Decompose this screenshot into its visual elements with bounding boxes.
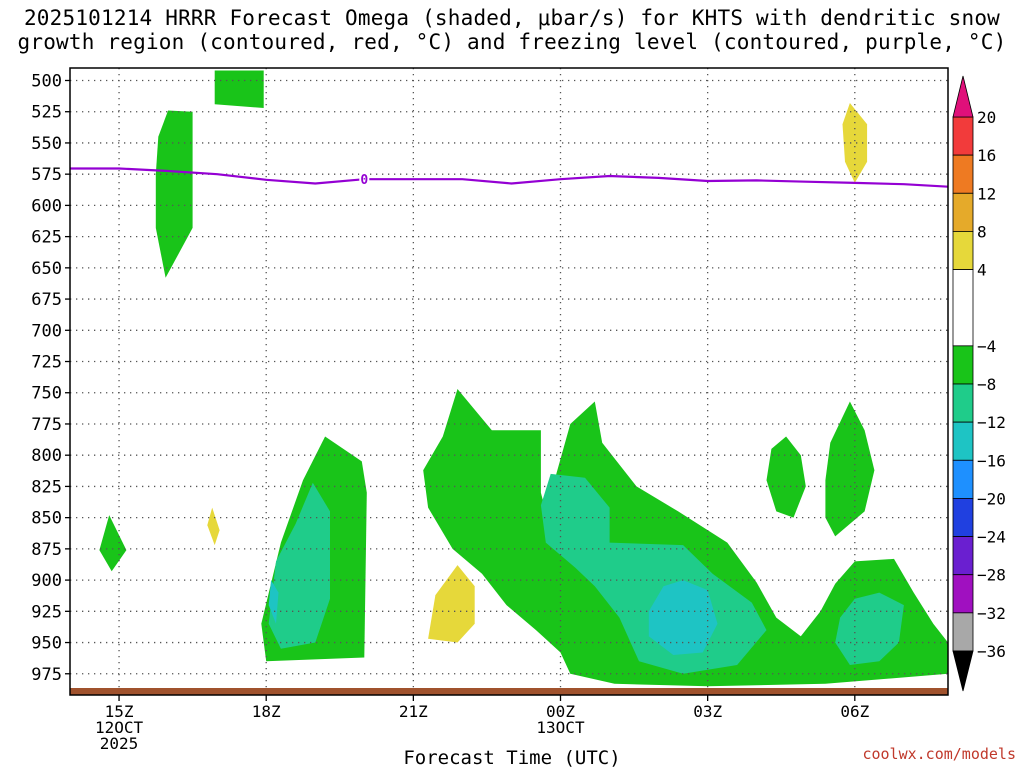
y-tick-label-525: 525 xyxy=(31,103,62,123)
chart-title-line-2: growth region (contoured, red, °C) and f… xyxy=(17,30,1007,54)
colorbar-band-12 xyxy=(952,154,974,194)
colorbar-label-0: 20 xyxy=(977,108,996,127)
freezing-level-line xyxy=(70,167,949,188)
colorbar-band--16 xyxy=(952,421,974,461)
y-tick-label-875: 875 xyxy=(31,540,62,560)
y-tick-label-800: 800 xyxy=(31,446,62,466)
x-axis-label: Forecast Time (UTC) xyxy=(403,747,621,769)
colorbar-band-4 xyxy=(952,231,974,270)
colorbar: 20 16 12 8 4 −4 −8 −12 −16 −20 −24 −28 −32 −36 xyxy=(952,75,1006,692)
omega-neg-4-b xyxy=(155,110,193,278)
colorbar-band--36 xyxy=(952,612,974,652)
omega-pos-4-b xyxy=(207,507,220,546)
omega-neg-4-f xyxy=(825,401,875,537)
y-tick-label-575: 575 xyxy=(31,165,62,185)
colorbar-label-3: 8 xyxy=(977,222,987,241)
plot-frame xyxy=(69,67,949,696)
y-tick-label-500: 500 xyxy=(31,71,62,91)
colorbar-band--32 xyxy=(952,574,974,614)
colorbar-label-6: −8 xyxy=(977,375,996,394)
colorbar-band--28 xyxy=(952,536,974,576)
colorbar-label-8: −16 xyxy=(977,451,1006,470)
colorbar-label-10: −24 xyxy=(977,528,1006,547)
y-tick-label-925: 925 xyxy=(31,602,62,622)
colorbar-label-11: −28 xyxy=(977,566,1006,585)
y-tick-label-725: 725 xyxy=(31,353,62,373)
grid-lines xyxy=(70,68,948,695)
colorbar-label-13: −36 xyxy=(977,642,1006,661)
y-tick-label-900: 900 xyxy=(31,571,62,591)
colorbar-band--24 xyxy=(952,498,974,537)
y-tick-label-950: 950 xyxy=(31,634,62,654)
omega-neg-4-c xyxy=(99,515,127,572)
x-tick-label-15-0: 15Z xyxy=(105,702,134,721)
omega-neg-4-g xyxy=(766,436,806,518)
x-tick-label-18-0: 18Z xyxy=(252,702,281,721)
freezing-level-label: 0 xyxy=(360,173,368,188)
colorbar-top-arrow xyxy=(952,75,974,118)
omega-neg-12-a xyxy=(268,580,279,624)
omega-neg-12-b xyxy=(648,580,718,655)
chart-title: 2025101214 HRRR Forecast Omega (shaded, … xyxy=(0,6,1024,54)
x-tick-label-27-0: 03Z xyxy=(693,702,722,721)
omega-pos-4-c xyxy=(428,565,475,643)
x-tick-label-24-0: 00Z xyxy=(546,702,575,721)
colorbar-band--8 xyxy=(952,345,974,385)
chart-title-line-1: 2025101214 HRRR Forecast Omega (shaded, … xyxy=(23,6,1001,30)
omega-pos-4-a xyxy=(842,103,868,183)
y-tick-label-850: 850 xyxy=(31,509,62,529)
colorbar-label-5: −4 xyxy=(977,337,996,356)
y-axis: 500 525 550 575 600 625 650 675 700 725 750 775 800 8… xyxy=(31,71,70,685)
colorbar-band-16 xyxy=(952,116,974,156)
y-tick-label-750: 750 xyxy=(31,384,62,404)
y-tick-label-700: 700 xyxy=(31,321,62,341)
y-tick-label-975: 975 xyxy=(31,665,62,685)
colorbar-label-12: −32 xyxy=(977,604,1006,623)
colorbar-band--4 xyxy=(952,269,974,347)
colorbar-label-7: −12 xyxy=(977,413,1006,432)
x-tick-label-24-1: 13OCT xyxy=(536,718,585,737)
omega-neg-4-e xyxy=(423,389,948,687)
colorbar-label-2: 12 xyxy=(977,184,996,203)
freezing-level-label-bg xyxy=(359,171,370,186)
ground-strip xyxy=(70,688,948,695)
y-tick-label-675: 675 xyxy=(31,290,62,310)
colorbar-band--12 xyxy=(952,383,974,423)
colorbar-label-4: 4 xyxy=(977,261,987,280)
y-tick-label-825: 825 xyxy=(31,477,62,497)
y-tick-label-625: 625 xyxy=(31,228,62,248)
colorbar-label-1: 16 xyxy=(977,146,996,165)
shaded-regions xyxy=(99,70,948,687)
colorbar-band--20 xyxy=(952,459,974,499)
colorbar-band-8 xyxy=(952,192,974,232)
omega-neg-4-a xyxy=(214,70,264,108)
colorbar-bottom-arrow xyxy=(952,650,974,692)
x-tick-label-15-2: 2025 xyxy=(100,734,139,753)
colorbar-label-9: −20 xyxy=(977,489,1006,508)
source-credit[interactable]: coolwx.com/models xyxy=(862,745,1016,763)
y-tick-label-775: 775 xyxy=(31,415,62,435)
x-tick-label-30-0: 06Z xyxy=(840,702,869,721)
x-tick-label-21-0: 21Z xyxy=(399,702,428,721)
omega-neg-8-a xyxy=(268,482,330,649)
y-tick-label-600: 600 xyxy=(31,196,62,216)
y-tick-label-550: 550 xyxy=(31,134,62,154)
x-tick-label-15-1: 12OCT xyxy=(95,718,144,737)
y-tick-label-650: 650 xyxy=(31,259,62,279)
